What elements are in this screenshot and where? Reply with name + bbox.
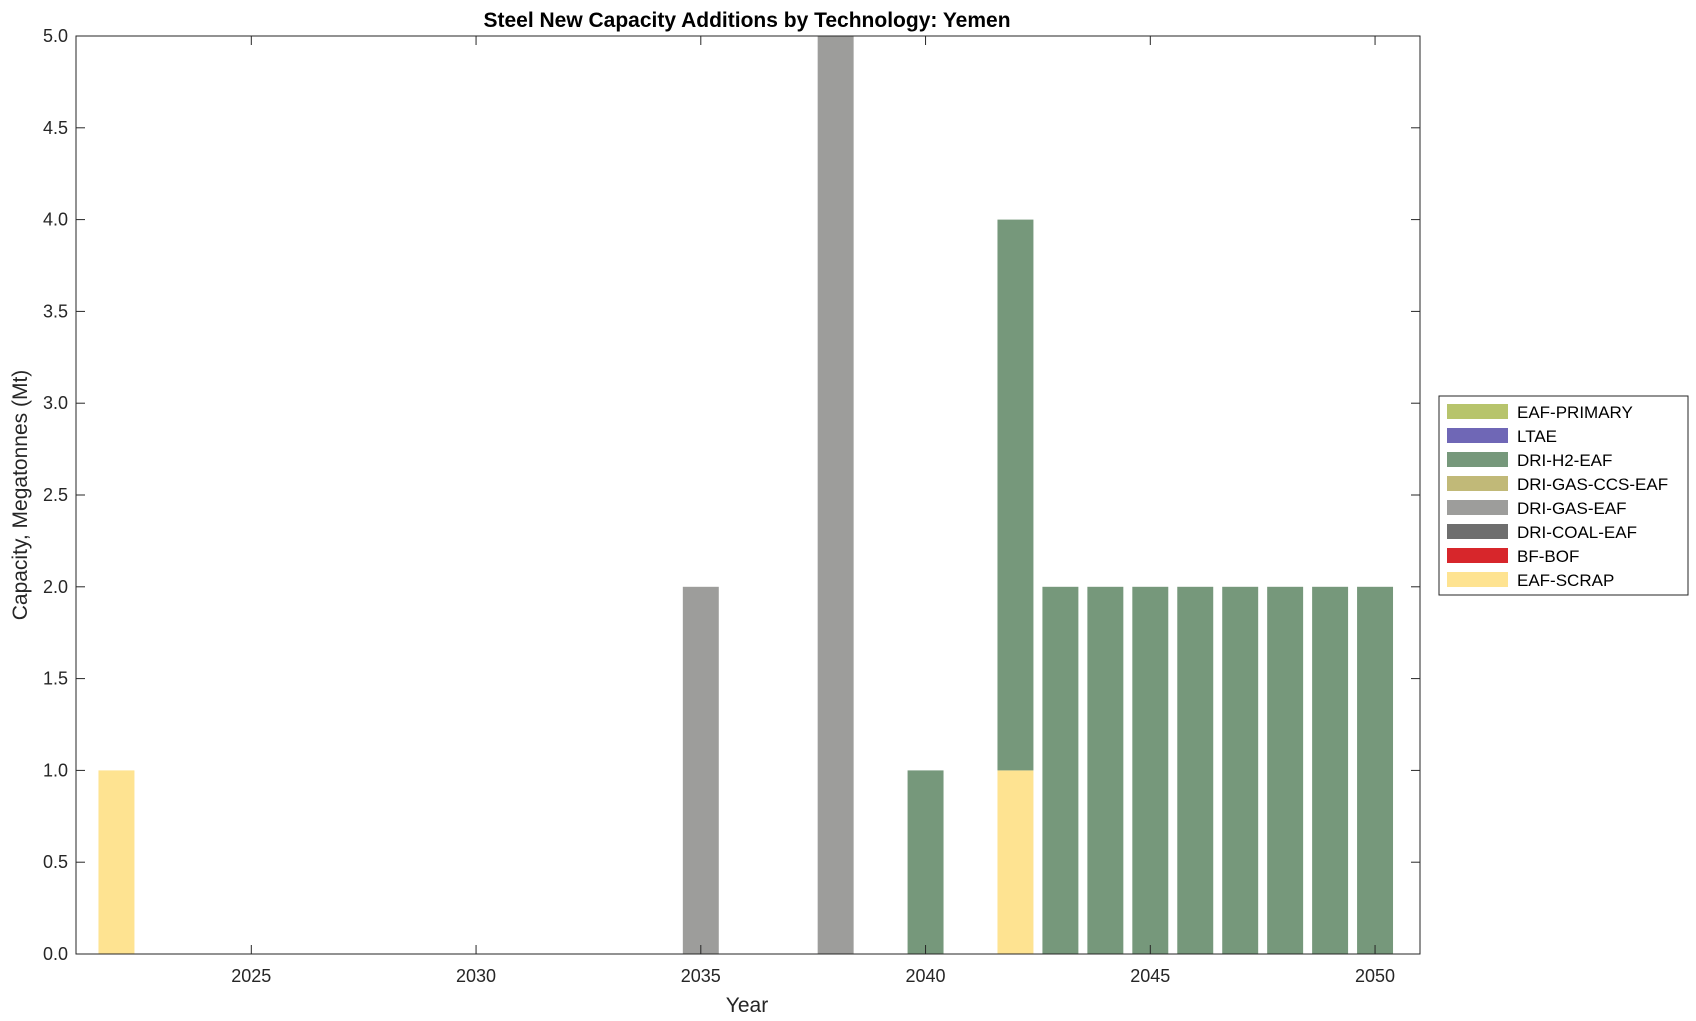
plot-area-frame — [75, 35, 1421, 955]
y-tick-label: 2.5 — [43, 485, 68, 505]
legend-swatch-ltae — [1447, 428, 1508, 443]
legend: EAF-PRIMARY LTAE DRI-H2-EAF DRI-GAS-CCS-EAF… — [1438, 395, 1689, 596]
y-tick-label: 1.5 — [43, 669, 68, 689]
bar-dri-gas-eaf-2038 — [817, 36, 854, 954]
bar-dri-h2-eaf-2048 — [1267, 586, 1304, 954]
bars-layer — [98, 36, 1394, 954]
legend-swatch-bf-bof — [1447, 548, 1508, 563]
bar-dri-h2-eaf-2047 — [1222, 586, 1259, 954]
legend-swatch-dri-gas-ccs-eaf — [1447, 476, 1508, 491]
bar-dri-gas-eaf-2035 — [682, 586, 719, 954]
legend-swatch-eaf-scrap — [1447, 572, 1508, 587]
bar-dri-h2-eaf-2045 — [1132, 586, 1169, 954]
legend-label-dri-gas-ccs-eaf: DRI-GAS-CCS-EAF — [1517, 475, 1668, 494]
y-tick-label: 4.0 — [43, 210, 68, 230]
x-tick-label: 2040 — [906, 966, 946, 986]
y-tick-label: 3.5 — [43, 301, 68, 321]
legend-swatch-eaf-primary — [1447, 404, 1508, 419]
x-tick-label: 2035 — [681, 966, 721, 986]
chart-title: Steel New Capacity Additions by Technolo… — [483, 9, 1010, 32]
x-tick-label: 2045 — [1130, 966, 1170, 986]
bar-dri-h2-eaf-2049 — [1312, 586, 1349, 954]
y-tick-label: 3.0 — [43, 393, 68, 413]
legend-label-dri-coal-eaf: DRI-COAL-EAF — [1517, 523, 1637, 542]
bar-dri-h2-eaf-2042 — [997, 219, 1034, 771]
legend-swatch-dri-gas-eaf — [1447, 500, 1508, 515]
bar-eaf-scrap-2022 — [98, 770, 135, 954]
legend-label-eaf-primary: EAF-PRIMARY — [1517, 403, 1633, 422]
x-axis-label: Year — [726, 994, 768, 1017]
legend-label-dri-gas-eaf: DRI-GAS-EAF — [1517, 499, 1627, 518]
bar-dri-h2-eaf-2040 — [907, 770, 944, 954]
y-tick-label: 5.0 — [43, 26, 68, 46]
y-tick-label: 0.0 — [43, 944, 68, 964]
bar-eaf-scrap-2042 — [997, 770, 1034, 954]
bar-dri-h2-eaf-2044 — [1087, 586, 1124, 954]
y-tick-label: 2.0 — [43, 577, 68, 597]
ticks-layer: 2025 2030 2035 2040 2045 2050 0.0 0.5 1.0 1.5 2.0 2… — [43, 26, 1420, 986]
legend-label-bf-bof: BF-BOF — [1517, 547, 1579, 566]
x-tick-label: 2025 — [231, 966, 271, 986]
legend-label-eaf-scrap: EAF-SCRAP — [1517, 571, 1614, 590]
y-tick-label: 4.5 — [43, 118, 68, 138]
legend-label-ltae: LTAE — [1517, 427, 1557, 446]
bar-dri-h2-eaf-2050 — [1357, 586, 1394, 954]
x-tick-label: 2030 — [456, 966, 496, 986]
x-tick-label: 2050 — [1355, 966, 1395, 986]
y-tick-label: 1.0 — [43, 760, 68, 780]
y-tick-label: 0.5 — [43, 852, 68, 872]
bar-dri-h2-eaf-2043 — [1042, 586, 1079, 954]
bar-dri-h2-eaf-2046 — [1177, 586, 1214, 954]
y-axis-label: Capacity, Megatonnes (Mt) — [9, 370, 32, 621]
legend-swatch-dri-coal-eaf — [1447, 524, 1508, 539]
legend-label-dri-h2-eaf: DRI-H2-EAF — [1517, 451, 1612, 470]
legend-swatch-dri-h2-eaf — [1447, 452, 1508, 467]
